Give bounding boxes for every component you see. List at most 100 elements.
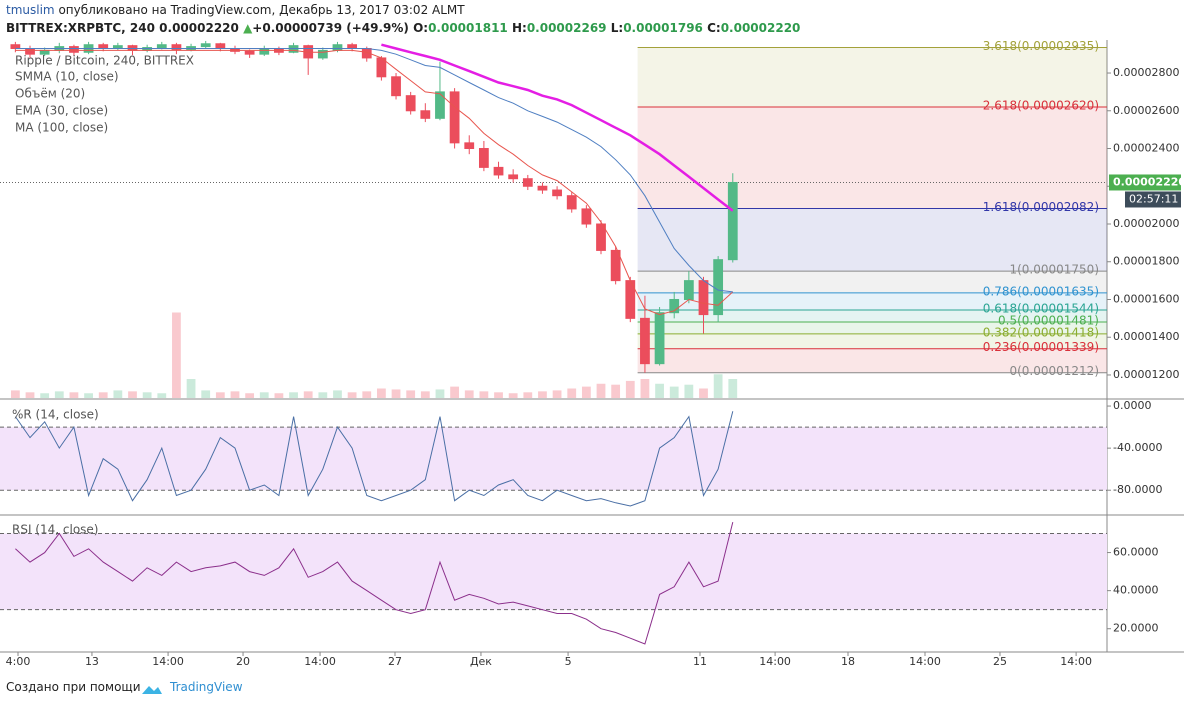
- volume-bar: [596, 383, 606, 398]
- candle-body: [581, 208, 592, 225]
- overlay-line: [15, 48, 733, 293]
- volume-bar: [538, 391, 547, 398]
- fib-label: 1.618(0.00002082): [983, 200, 1099, 214]
- candle-body: [654, 312, 665, 365]
- fib-label: 0.786(0.00001635): [983, 284, 1099, 298]
- volume-bar: [508, 393, 518, 398]
- fib-zone: [637, 292, 1107, 311]
- panel-title: %R (14, close): [12, 408, 99, 422]
- candle-body: [537, 185, 548, 191]
- last-price-box: [1109, 174, 1181, 191]
- candle-body: [391, 76, 401, 97]
- y-tick-label: 0.00001600: [1113, 292, 1179, 305]
- volume-bar: [245, 393, 255, 398]
- price: 0.00002220: [159, 21, 239, 35]
- fib-label: 0.236(0.00001339): [983, 340, 1099, 354]
- volume-bar: [289, 392, 298, 398]
- legend-title: Ripple / Bitcoin, 240, BITTREX: [15, 54, 194, 68]
- candle-body: [200, 43, 211, 48]
- fib-zone: [637, 348, 1107, 373]
- volume-bar: [699, 388, 708, 398]
- candle-body: [698, 280, 709, 316]
- overlay-line: [15, 49, 734, 316]
- symbol: BITTREX:XRPBTC, 240: [6, 21, 155, 35]
- c-label: C:: [707, 21, 721, 35]
- candle-body: [347, 44, 358, 49]
- volume-bar: [684, 384, 694, 398]
- published: опубликовано на TradingView.com, Декабрь…: [58, 3, 465, 17]
- volume-bar: [201, 390, 211, 398]
- candle-body: [464, 142, 475, 150]
- countdown-box: [1125, 191, 1181, 208]
- axis-panel: [1107, 0, 1184, 670]
- y-tick-label: 0.00001800: [1113, 255, 1179, 268]
- candle-body: [610, 249, 621, 282]
- x-tick-label: 14:00: [909, 655, 941, 668]
- candle-body: [420, 110, 431, 119]
- user[interactable]: tmuslim: [6, 3, 55, 17]
- legend-item: MA (100, close): [15, 121, 108, 135]
- fib-label: 0.382(0.00001418): [983, 325, 1099, 339]
- candle-body: [727, 181, 738, 261]
- fib-label: 0.618(0.00001544): [983, 302, 1099, 316]
- volume-bar: [611, 384, 621, 398]
- fib-zone: [637, 321, 1107, 334]
- l: 0.00001796: [623, 21, 703, 35]
- volume-bar: [128, 391, 137, 398]
- volume-bar: [142, 392, 152, 398]
- countdown: 02:57:11: [1129, 192, 1178, 205]
- candle-body: [640, 317, 650, 365]
- indicator-line: [15, 521, 734, 645]
- legend-item: EMA (30, close): [15, 104, 108, 118]
- volume-bar: [435, 389, 445, 398]
- x-tick-label: 11: [693, 655, 707, 668]
- header-line: tmuslim опубликовано на TradingView.com,…: [6, 3, 465, 17]
- candle-body: [259, 47, 270, 55]
- volume-bar: [450, 386, 459, 398]
- volume-bar: [655, 383, 664, 398]
- volume-bar: [362, 391, 372, 398]
- volume-bar: [25, 392, 35, 398]
- x-tick-label: 14:00: [304, 655, 336, 668]
- volume-bar: [172, 312, 181, 398]
- volume-bar: [581, 386, 591, 398]
- volume-bar: [523, 392, 533, 398]
- candle-body: [405, 95, 416, 112]
- volume-bar: [669, 386, 679, 398]
- candle-body: [552, 189, 562, 197]
- y-tick-label: 0.00002600: [1113, 104, 1179, 117]
- fib-label: 1(0.00001750): [1009, 263, 1099, 277]
- fib-label: 0.5(0.00001481): [998, 313, 1099, 327]
- candle-body: [156, 44, 167, 49]
- y-tick-label: 0.00002000: [1113, 217, 1179, 230]
- x-tick-label: 4:00: [6, 655, 31, 668]
- y-tick-label: 0.00001400: [1113, 330, 1179, 343]
- volume-bar: [318, 392, 328, 398]
- candle-body: [171, 44, 182, 50]
- volume-bar: [230, 391, 240, 398]
- candle-body: [10, 44, 21, 49]
- volume-bar: [406, 390, 416, 398]
- y-tick-label: -40.0000: [1113, 441, 1162, 454]
- fib-zone: [637, 106, 1107, 209]
- y-tick-label: 40.0000: [1113, 584, 1159, 597]
- volume-bar: [347, 392, 357, 398]
- x-tick-label: Дек: [470, 655, 492, 668]
- x-tick-label: 14:00: [759, 655, 791, 668]
- o-label: O:: [413, 21, 429, 35]
- candle-body: [98, 44, 109, 49]
- footer-brand[interactable]: TradingView: [170, 680, 243, 694]
- fib-label: 2.618(0.00002620): [983, 98, 1099, 112]
- volume-bar: [84, 393, 93, 398]
- candle-body: [317, 49, 328, 59]
- volume-bar: [494, 392, 503, 398]
- volume-bar: [274, 393, 284, 398]
- volume-bar: [113, 390, 123, 398]
- l-label: L:: [610, 21, 624, 35]
- y-tick-label: 0.00002800: [1113, 66, 1179, 79]
- y-tick-label: 0.00002400: [1113, 142, 1179, 155]
- logo[interactable]: [140, 681, 164, 697]
- y-tick-label: -80.0000: [1113, 483, 1162, 496]
- volume-bar: [391, 389, 401, 398]
